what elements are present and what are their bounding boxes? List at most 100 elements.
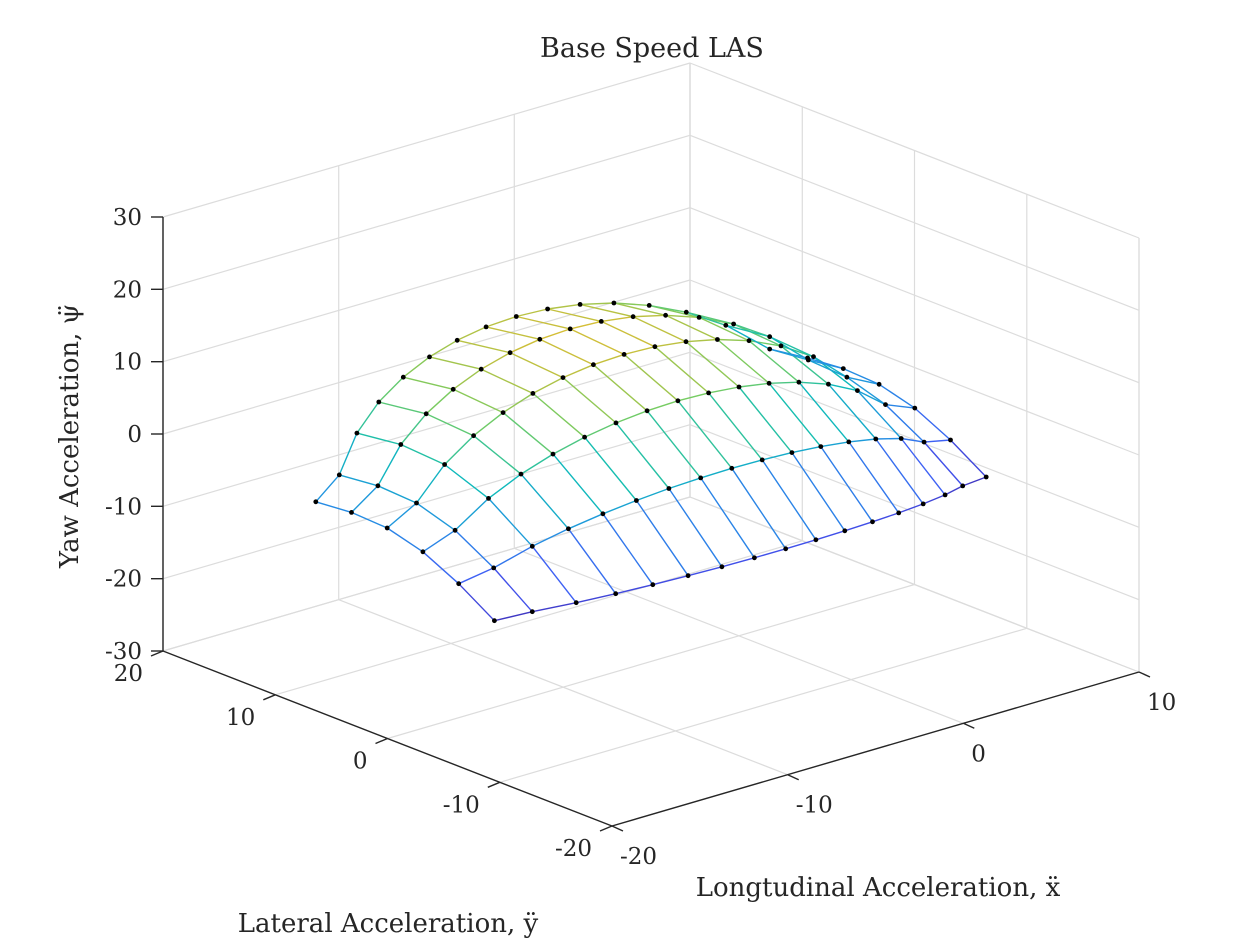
mesh-edge	[539, 338, 594, 366]
mesh-edge	[547, 303, 581, 310]
z-tick-label: 20	[113, 277, 142, 303]
data-point	[452, 527, 458, 533]
mesh-edge	[813, 356, 848, 378]
data-point	[675, 398, 681, 404]
mesh-edge	[485, 315, 517, 328]
data-point	[456, 581, 462, 587]
mesh-edge	[785, 539, 817, 550]
mesh-edge	[820, 446, 874, 523]
data-point	[349, 510, 354, 515]
mesh-edge	[857, 389, 886, 406]
data-point	[313, 499, 319, 505]
mesh-edge	[646, 400, 679, 412]
mesh-edge	[923, 441, 964, 487]
mesh-edge	[716, 338, 770, 384]
data-point	[500, 410, 506, 415]
mesh-edge	[509, 338, 541, 354]
mesh-edge	[532, 392, 586, 438]
mesh-edge	[520, 473, 569, 530]
mesh-edge	[646, 410, 702, 479]
grid-line-z	[162, 424, 691, 580]
data-point	[582, 434, 587, 440]
mesh-edge	[898, 503, 924, 514]
y-tick-label: 0	[353, 749, 368, 775]
mesh-edge	[949, 439, 987, 478]
data-point	[613, 591, 619, 597]
mesh-edge	[885, 403, 915, 409]
z-tick-label: 10	[113, 350, 142, 376]
mesh-edge	[485, 326, 540, 340]
data-point	[920, 501, 926, 507]
mesh-edge	[820, 441, 849, 448]
grid-line-x	[338, 599, 788, 776]
z-tick-label: 0	[127, 422, 142, 448]
mesh-edge	[725, 324, 770, 338]
y-tick-label: 20	[114, 661, 143, 687]
y-tick-label: -10	[443, 792, 480, 818]
y-tick-label: 10	[226, 705, 255, 731]
mesh-edge	[454, 497, 489, 531]
z-tick-label: -30	[105, 639, 142, 665]
mesh-edge	[685, 341, 740, 388]
mesh-edge	[654, 341, 687, 348]
data-point	[518, 471, 524, 477]
data-point	[844, 374, 850, 380]
mesh-edge	[733, 323, 782, 347]
data-point	[715, 337, 720, 342]
data-point	[545, 306, 550, 312]
mesh-edge	[665, 314, 700, 319]
mesh-edge	[652, 575, 689, 586]
mesh-edge	[509, 352, 564, 379]
mesh-edge	[493, 545, 533, 569]
mesh-edge	[768, 382, 822, 448]
data-point	[598, 319, 604, 324]
mesh-edge	[635, 500, 689, 577]
data-point	[486, 496, 491, 501]
mesh-edge	[815, 530, 846, 541]
mesh-edge	[520, 453, 554, 475]
mesh-edge	[748, 340, 782, 347]
z-tick-label: -10	[105, 494, 142, 520]
mesh-edge	[403, 376, 454, 390]
data-point	[960, 483, 966, 489]
data-point	[529, 609, 535, 615]
y-tick-mark	[599, 825, 613, 832]
x-tick-mark	[1138, 671, 1151, 678]
y-tick-label: -20	[555, 836, 592, 862]
data-point	[706, 390, 711, 396]
mesh-edge	[531, 528, 569, 547]
data-point	[567, 326, 573, 332]
mesh-edge	[339, 474, 379, 487]
data-point	[450, 386, 456, 392]
data-point	[513, 314, 519, 319]
mesh-edge	[444, 435, 475, 465]
mesh-edge	[846, 376, 886, 406]
mesh-edge	[798, 381, 829, 385]
mesh-edge	[708, 392, 763, 461]
mesh-edge	[769, 336, 814, 358]
data-point	[414, 500, 419, 506]
data-point	[650, 582, 656, 588]
x-tick-label: 0	[971, 741, 986, 767]
mesh-edge	[700, 467, 733, 479]
mesh-edge	[791, 445, 821, 454]
data-point	[573, 600, 579, 606]
data-point	[630, 314, 636, 320]
mesh-edge	[807, 357, 844, 370]
mesh-edge	[602, 499, 637, 515]
mesh-edge	[338, 432, 358, 476]
mesh-edge	[516, 308, 548, 318]
mesh-edge	[592, 364, 648, 412]
data-point	[454, 337, 460, 343]
mesh-edge	[547, 308, 602, 323]
data-point	[840, 366, 846, 371]
mesh-edge	[731, 459, 763, 469]
mesh-edge	[633, 314, 666, 318]
data-point	[375, 483, 381, 489]
mesh-edge	[844, 521, 873, 532]
mesh-edge	[562, 364, 594, 379]
mesh-edge	[687, 566, 723, 577]
mesh-edge	[425, 413, 474, 437]
mesh-edge	[422, 529, 456, 553]
